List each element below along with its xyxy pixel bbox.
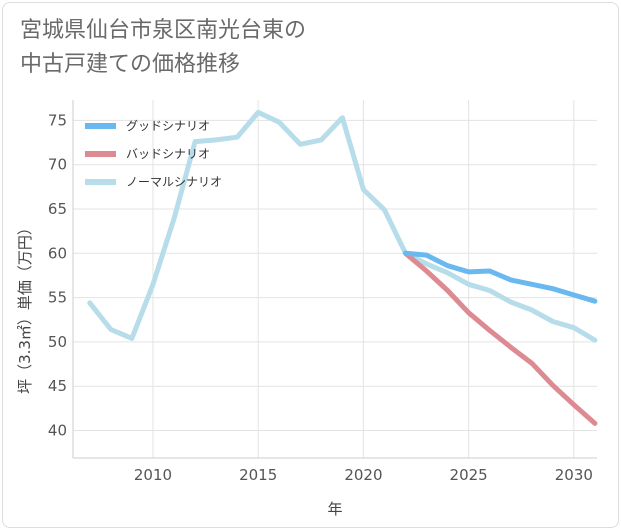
series-line-2 — [87, 109, 598, 343]
series-line-1 — [403, 250, 598, 426]
x-tick-label: 2015 — [239, 466, 277, 484]
y-tick-label: 60 — [48, 244, 67, 262]
y-tick-label: 40 — [48, 422, 67, 440]
y-axis-label: 坪（3.3㎡）単価（万円） — [16, 220, 34, 394]
series-line-0 — [403, 250, 598, 304]
y-tick-label: 50 — [48, 333, 67, 351]
y-tick-label: 55 — [48, 289, 67, 307]
x-tick-label: 2025 — [450, 466, 488, 484]
legend-label: ノーマルシナリオ — [126, 175, 222, 189]
legend-label: グッドシナリオ — [126, 119, 210, 133]
legend-label: バッドシナリオ — [126, 147, 210, 161]
x-tick-label: 2010 — [134, 466, 172, 484]
y-tick-label: 65 — [48, 200, 67, 218]
x-tick-label: 2020 — [344, 466, 382, 484]
y-tick-label: 45 — [48, 377, 67, 395]
y-tick-labels: 40 45 50 55 60 65 70 75 — [48, 111, 67, 439]
chart-title: 宮城県仙台市泉区南光台東の 中古戸建ての価格推移 — [20, 18, 307, 77]
y-tick-label: 70 — [48, 156, 67, 174]
x-tick-labels: 2010 2015 2020 2025 2030 — [134, 466, 593, 484]
y-tick-label: 75 — [48, 111, 67, 129]
x-tick-label: 2030 — [555, 466, 593, 484]
x-axis-label: 年 — [327, 500, 342, 518]
series-lines — [87, 109, 598, 426]
